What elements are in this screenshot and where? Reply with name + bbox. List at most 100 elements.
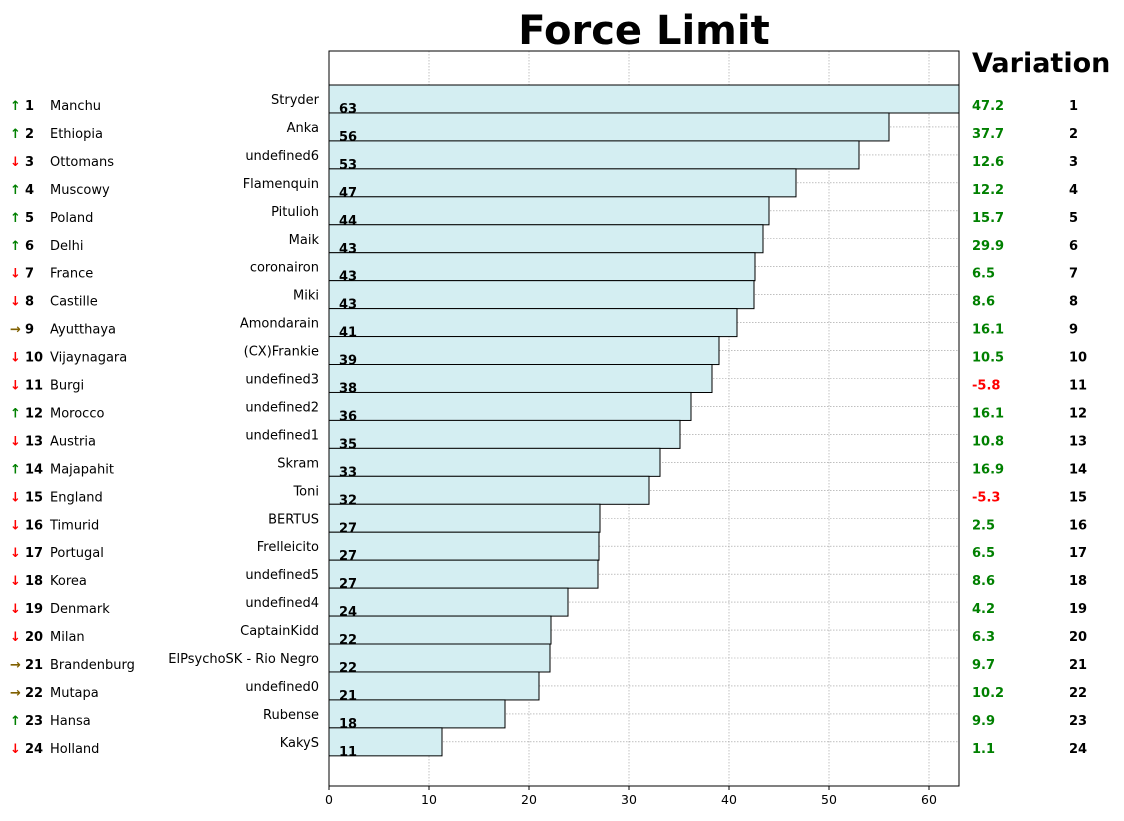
nation-rank: 23 <box>25 714 43 729</box>
nation-name: Timurid <box>49 518 99 533</box>
variation-rank: 16 <box>1069 518 1087 533</box>
bar-value-label: 63 <box>339 102 357 117</box>
player-label: (CX)Frankie <box>244 345 319 360</box>
variation-value: 8.6 <box>972 295 995 310</box>
variation-rank: 7 <box>1069 267 1078 282</box>
player-label: Flamenquin <box>243 177 319 192</box>
trend-arrow-icon: → <box>10 323 21 338</box>
nation-name: Milan <box>50 630 85 645</box>
player-label: Pitulioh <box>271 205 319 220</box>
bar-value-label: 39 <box>339 354 357 369</box>
nation-rank: 4 <box>25 183 34 198</box>
nation-rank: 1 <box>25 99 34 114</box>
x-tick-label: 20 <box>521 792 537 807</box>
nation-name: Castille <box>50 295 98 310</box>
bar-value-label: 53 <box>339 158 357 173</box>
bar <box>328 503 601 533</box>
trend-arrow-icon: ↓ <box>10 295 21 310</box>
player-label: Toni <box>292 484 319 499</box>
nation-rank: 24 <box>25 742 43 757</box>
nation-rank: 15 <box>25 490 43 505</box>
bars <box>328 84 960 757</box>
bar <box>328 447 661 477</box>
trend-arrow-icon: ↓ <box>10 518 21 533</box>
variation-rank: 11 <box>1069 379 1087 394</box>
variation-value: -5.8 <box>972 379 1000 394</box>
bar-value-label: 22 <box>339 661 357 676</box>
variation-value: 16.1 <box>972 406 1004 421</box>
nation-ranking: ↑ 1 Manchu ↑ 2 Ethiopia ↓ 3 Ottomans ↑ 4 Muscowy ↑ 5 P… <box>10 99 135 757</box>
player-label: undefined6 <box>245 149 319 164</box>
nation-rank: 21 <box>25 658 43 673</box>
bar-value-label: 27 <box>339 521 357 536</box>
bar-value-label: 44 <box>339 214 357 229</box>
nation-name: France <box>50 267 93 282</box>
nation-rank: 14 <box>25 462 43 477</box>
bar <box>328 587 569 617</box>
trend-arrow-icon: ↑ <box>10 714 21 729</box>
variation-rank: 10 <box>1069 351 1087 366</box>
nation-rank: 22 <box>25 686 43 701</box>
variation-value: 37.7 <box>972 127 1004 142</box>
variation-rank: 15 <box>1069 490 1087 505</box>
trend-arrow-icon: ↓ <box>10 546 21 561</box>
trend-arrow-icon: → <box>10 686 21 701</box>
variation-rank: 18 <box>1069 574 1087 589</box>
bar <box>328 727 443 757</box>
nation-rank: 11 <box>25 379 43 394</box>
variation-rank: 14 <box>1069 462 1087 477</box>
variation-value: 8.6 <box>972 574 995 589</box>
player-label: Amondarain <box>240 317 319 332</box>
bar <box>328 280 755 310</box>
nation-name: Poland <box>50 211 93 226</box>
trend-arrow-icon: ↓ <box>10 267 21 282</box>
bar <box>328 391 692 421</box>
bar <box>328 252 756 282</box>
nation-name: Morocco <box>50 406 104 421</box>
bar <box>328 671 540 701</box>
bar-value-label: 56 <box>339 130 357 145</box>
chart-title: Force Limit <box>518 8 769 54</box>
player-label: Anka <box>287 121 319 136</box>
bar <box>328 475 650 505</box>
nation-name: Manchu <box>50 99 101 114</box>
player-label: CaptainKidd <box>240 624 319 639</box>
nation-name: Korea <box>50 574 87 589</box>
variation-value: 6.5 <box>972 267 995 282</box>
nation-name: Ottomans <box>50 155 114 170</box>
x-axis: 0 10 20 30 40 50 60 <box>325 786 937 807</box>
trend-arrow-icon: ↓ <box>10 742 21 757</box>
trend-arrow-icon: ↓ <box>10 574 21 589</box>
variation-rank: 1 <box>1069 99 1078 114</box>
variation-value: 10.5 <box>972 351 1004 366</box>
player-label: Rubense <box>263 708 319 723</box>
nation-name: Hansa <box>50 714 91 729</box>
x-tick-label: 50 <box>821 792 837 807</box>
variation-value: 6.3 <box>972 630 995 645</box>
bar <box>328 224 764 254</box>
trend-arrow-icon: ↑ <box>10 462 21 477</box>
bar <box>328 84 960 114</box>
bar <box>328 112 890 142</box>
variation-title: Variation <box>972 48 1110 79</box>
variation-value: 12.6 <box>972 155 1004 170</box>
trend-arrow-icon: ↑ <box>10 406 21 421</box>
variation-rank: 12 <box>1069 406 1087 421</box>
player-label: Miki <box>293 289 319 304</box>
nation-rank: 10 <box>25 351 43 366</box>
player-label: coronairon <box>250 261 319 276</box>
bar-value-label: 18 <box>339 717 357 732</box>
variation-value: 16.1 <box>972 323 1004 338</box>
nation-name: Delhi <box>50 239 83 254</box>
variation-rank: 3 <box>1069 155 1078 170</box>
nation-rank: 16 <box>25 518 43 533</box>
bar <box>328 419 681 449</box>
bar <box>328 168 797 198</box>
nation-name: Austria <box>50 434 96 449</box>
bar-value-label: 22 <box>339 633 357 648</box>
player-label: undefined1 <box>245 428 319 443</box>
variation-column: 47.2 1 37.7 2 12.6 3 12.2 4 15.7 5 29.9 6 6.5 7 8.6 8 16… <box>972 99 1087 757</box>
x-tick-label: 0 <box>325 792 333 807</box>
player-label: undefined4 <box>245 596 319 611</box>
